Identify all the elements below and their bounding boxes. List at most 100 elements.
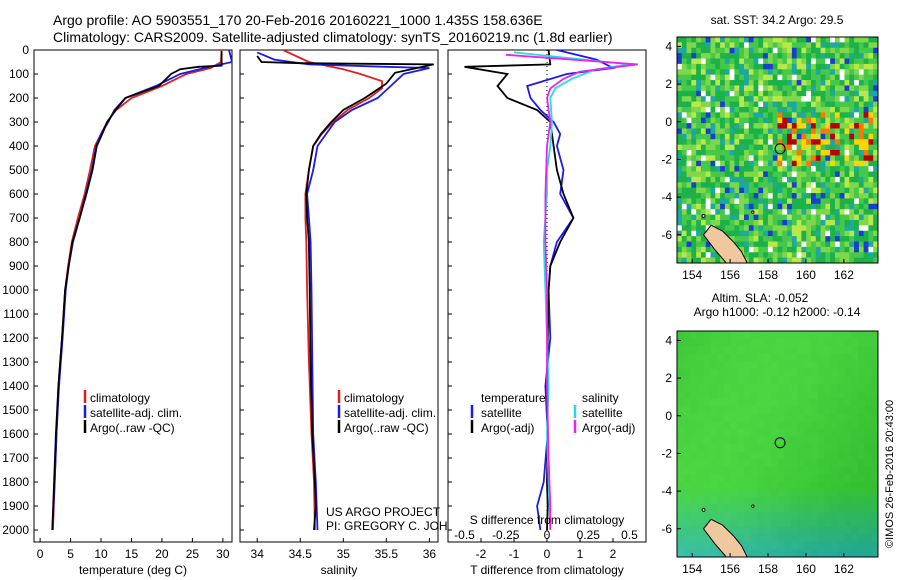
map-cell <box>871 526 878 535</box>
map-cell <box>753 80 759 87</box>
map-cell <box>723 504 732 513</box>
s-tick-label: 0.25 <box>577 528 601 542</box>
map-cell <box>763 155 769 162</box>
map-cell <box>834 74 841 81</box>
map-cell <box>770 444 779 453</box>
map-cell <box>873 193 878 200</box>
map-cell <box>737 511 745 520</box>
map-cell <box>763 187 769 194</box>
map-cell <box>763 85 769 92</box>
map-cell <box>772 63 779 70</box>
map-cell <box>791 69 798 76</box>
map-cell <box>720 58 726 65</box>
map-cell <box>844 511 852 520</box>
map-cell <box>787 69 793 76</box>
map-cell <box>683 451 691 460</box>
map-cell <box>787 219 793 226</box>
map-cell <box>834 252 841 259</box>
map-cell <box>797 481 805 490</box>
map-cell <box>677 166 683 173</box>
map-cell <box>677 58 683 65</box>
map-cell <box>681 37 688 43</box>
map-cell <box>844 489 852 498</box>
x-tick-label: 34.5 <box>289 547 313 561</box>
map-cell <box>677 123 683 130</box>
map-cell <box>717 421 725 430</box>
map-cell <box>767 112 774 119</box>
map-cell <box>863 133 870 140</box>
map-cell <box>764 541 772 551</box>
map-cell <box>770 511 779 520</box>
map-cell <box>723 383 732 392</box>
map-cell <box>681 176 688 183</box>
map-cell <box>677 428 685 438</box>
map-cell <box>710 376 718 385</box>
map-cell <box>811 47 817 54</box>
map-cell <box>777 193 783 200</box>
map-cell <box>724 198 731 205</box>
map-cell <box>839 241 846 248</box>
map-cell <box>753 53 759 60</box>
map-cell <box>763 241 769 248</box>
map-cell <box>720 176 726 183</box>
map-cell <box>681 90 688 97</box>
map-cell <box>811 187 817 194</box>
map-cell <box>734 47 740 54</box>
small-island <box>701 508 706 512</box>
map-cell <box>696 236 702 243</box>
map-cell <box>764 413 772 422</box>
map-cell <box>717 383 725 392</box>
map-cell <box>863 241 870 248</box>
map-cell <box>734 63 740 70</box>
map-cell <box>864 353 872 362</box>
map-cell <box>764 406 772 415</box>
map-cell <box>730 353 738 362</box>
series-line-argo-raw-qc- <box>51 51 223 531</box>
map-cell <box>796 112 803 119</box>
map-cell <box>710 209 716 216</box>
map-cell <box>767 47 774 54</box>
map-cell <box>871 406 878 415</box>
map-cell <box>851 541 859 551</box>
map-cell <box>787 203 793 210</box>
map-cell <box>871 459 878 468</box>
map-cell <box>868 214 874 221</box>
map-cell <box>748 203 755 210</box>
map-cell <box>831 338 839 347</box>
map-cell <box>857 361 866 370</box>
map-cell <box>831 428 839 438</box>
map-cell <box>772 112 779 119</box>
map-cell <box>724 74 731 81</box>
map-cell <box>830 193 836 200</box>
map-cell <box>729 53 736 60</box>
timestamp-stamp: ©IMOS 26-Feb-2016 20:43:00 <box>884 400 896 548</box>
map-cell <box>730 361 738 370</box>
x-tick-label: 2 <box>610 547 617 561</box>
map-cell <box>839 85 846 92</box>
map-cell <box>770 353 779 362</box>
map-cell <box>790 383 799 392</box>
map-cell <box>787 144 793 151</box>
map-cell <box>683 511 691 520</box>
map-cell <box>791 160 798 167</box>
map-cell <box>737 436 745 445</box>
map-cell <box>839 123 846 130</box>
map-cell <box>757 511 765 520</box>
map-cell <box>868 187 874 194</box>
map-cell <box>825 225 831 232</box>
map-cell <box>864 489 872 498</box>
map-cell <box>744 236 750 243</box>
map-cell <box>686 101 692 108</box>
map-cell <box>820 155 826 162</box>
lat-tick-label: -4 <box>661 484 672 498</box>
map-cell <box>677 331 685 340</box>
map-cell <box>763 96 769 103</box>
map-cell <box>815 63 822 70</box>
lat-tick-label: 0 <box>665 115 672 129</box>
map-cell <box>724 42 731 49</box>
map-cell <box>849 219 855 226</box>
map-cell <box>784 383 792 392</box>
map-cell <box>744 252 750 259</box>
map-cell <box>691 96 697 103</box>
map-cell <box>791 47 798 54</box>
